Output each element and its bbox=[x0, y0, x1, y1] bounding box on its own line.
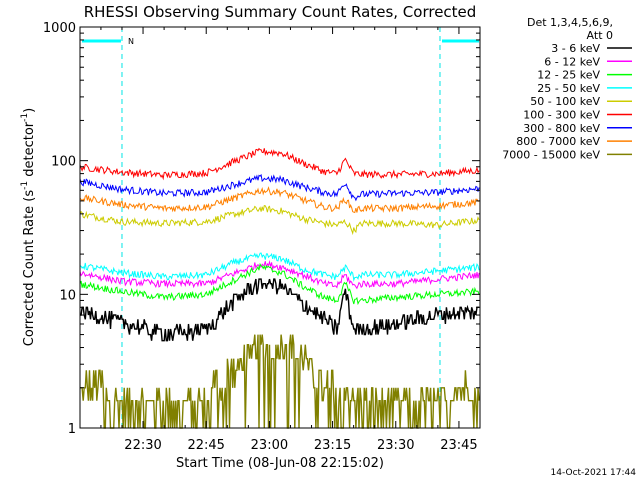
series-line-1 bbox=[79, 260, 480, 290]
x-tick-label: 22:30 bbox=[124, 438, 161, 453]
y-tick-label: 1000 bbox=[43, 21, 76, 36]
legend-entry-label: 300 - 800 keV bbox=[523, 122, 600, 135]
series-line-4 bbox=[79, 205, 480, 236]
legend-entry-label: 6 - 12 keV bbox=[544, 55, 600, 68]
y-axis-label-end: ) bbox=[22, 108, 37, 113]
legend-header-line: Att 0 bbox=[587, 29, 613, 42]
legend-entry-label: 800 - 7000 keV bbox=[516, 135, 600, 148]
series-line-3 bbox=[79, 252, 480, 282]
generation-timestamp: 14-Oct-2021 17:44 bbox=[551, 468, 637, 478]
y-axis-label-main: Corrected Count Rate (s bbox=[22, 190, 37, 347]
series-layer bbox=[79, 147, 480, 429]
x-tick-label: 23:45 bbox=[440, 438, 477, 453]
axes: 22:30 22:45 23:00 23:15 23:30 23:45 1 10 100 1000 bbox=[43, 21, 480, 453]
y-axis-label-sup1: -1 bbox=[20, 181, 30, 190]
legend-entry-label: 25 - 50 keV bbox=[537, 82, 600, 95]
night-markers: N bbox=[79, 27, 481, 428]
y-axis-label-mid: detector bbox=[22, 121, 37, 181]
series-line-7 bbox=[79, 186, 480, 214]
legend-entry-label: 3 - 6 keV bbox=[551, 42, 600, 55]
night-marker-label: N bbox=[128, 37, 134, 46]
x-tick-label: 23:00 bbox=[251, 438, 288, 453]
x-tick-label: 22:45 bbox=[187, 438, 224, 453]
legend-entry-label: 7000 - 15000 keV bbox=[502, 148, 600, 161]
series-line-5 bbox=[79, 147, 480, 181]
legend-header-line: Det 1,3,4,5,6,9, bbox=[527, 16, 613, 29]
x-tick-label: 23:15 bbox=[314, 438, 351, 453]
y-tick-label: 1 bbox=[68, 422, 76, 437]
x-axis-label: Start Time (08-Jun-08 22:15:02) bbox=[176, 456, 384, 471]
y-tick-label: 100 bbox=[51, 155, 76, 170]
series-line-2 bbox=[79, 262, 480, 306]
legend-entry-label: 12 - 25 keV bbox=[537, 69, 600, 82]
y-axis-label: Corrected Count Rate (s-1 detector-1) bbox=[20, 108, 37, 346]
legend-entry-label: 50 - 100 keV bbox=[530, 95, 600, 108]
y-axis-label-sup2: -1 bbox=[20, 113, 30, 122]
series-line-6 bbox=[79, 173, 480, 202]
legend-entry-label: 100 - 300 keV bbox=[523, 109, 600, 122]
x-tick-label: 23:30 bbox=[377, 438, 414, 453]
y-tick-label: 10 bbox=[59, 288, 76, 303]
chart-title: RHESSI Observing Summary Count Rates, Co… bbox=[84, 3, 477, 21]
series-line-0 bbox=[80, 278, 480, 342]
plot-frame bbox=[79, 26, 481, 429]
series-line-8 bbox=[80, 334, 480, 429]
